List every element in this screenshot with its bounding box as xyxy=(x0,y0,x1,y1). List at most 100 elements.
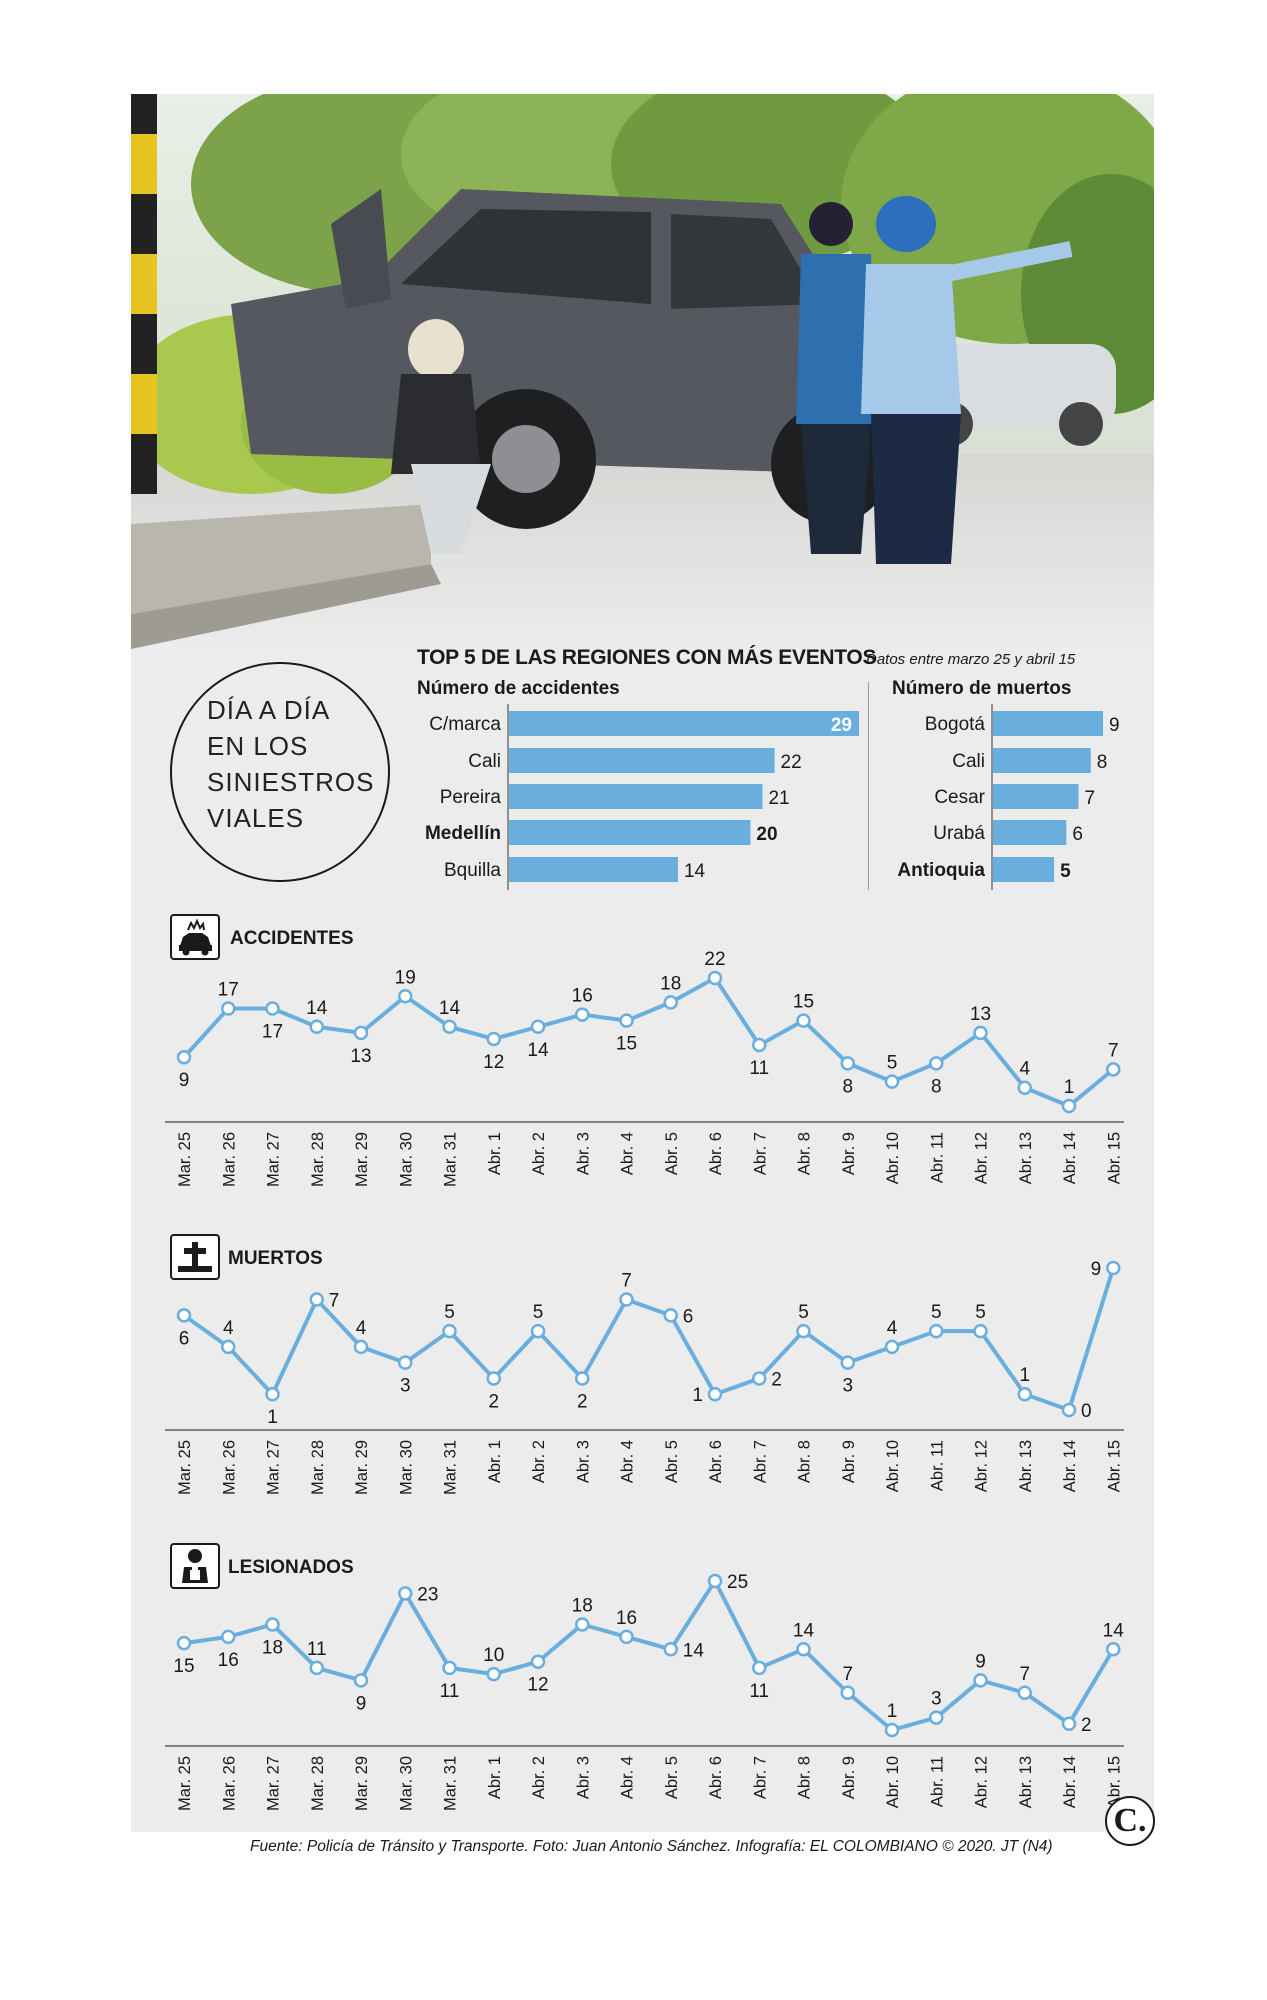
data-point xyxy=(1061,1716,1077,1732)
data-point xyxy=(486,1371,501,1386)
data-point xyxy=(530,1654,546,1669)
data-point xyxy=(398,1355,413,1370)
data-point xyxy=(796,1013,811,1028)
x-tick-label: Abr. 2 xyxy=(530,1132,548,1175)
data-label: 13 xyxy=(350,1046,371,1067)
circle-line-1: DÍA A DÍA xyxy=(207,695,331,725)
x-tick-label: Mar. 26 xyxy=(220,1440,238,1495)
deaths-bar-chart: Bogotá 9 Cali 8 Cesar 7 Urabá 6 Antioquia 5 xyxy=(897,704,1120,890)
bar-category-label: Bquilla xyxy=(444,860,501,881)
data-label: 15 xyxy=(616,1034,637,1055)
data-label: 12 xyxy=(483,1052,504,1073)
data-label: 5 xyxy=(444,1302,455,1323)
data-label: 14 xyxy=(683,1640,705,1661)
bar-category-label: Bogotá xyxy=(925,714,986,735)
data-point xyxy=(929,1056,944,1071)
circle-line-2: EN LOS xyxy=(207,731,309,761)
data-point xyxy=(1106,1260,1121,1276)
bar-value-label: 21 xyxy=(768,788,789,809)
accidents-bar-chart: C/marca 29 Cali 22 Pereira 21 Medellín 20 Bquill… xyxy=(425,704,859,890)
data-label: 10 xyxy=(483,1645,504,1666)
x-tick-label: Abr. 15 xyxy=(1105,1440,1123,1492)
x-tick-label: Abr. 9 xyxy=(840,1756,858,1799)
x-tick-label: Abr. 3 xyxy=(574,1132,592,1175)
data-label: 9 xyxy=(1091,1259,1102,1280)
x-tick-label: Abr. 14 xyxy=(1061,1756,1079,1808)
x-tick-label: Abr. 5 xyxy=(663,1756,681,1799)
data-label: 14 xyxy=(527,1040,549,1061)
x-tick-label: Abr. 10 xyxy=(884,1440,902,1492)
data-label: 5 xyxy=(533,1302,544,1323)
data-point xyxy=(398,1586,413,1601)
x-tick-label: Abr. 8 xyxy=(796,1132,814,1175)
x-tick-label: Abr. 10 xyxy=(884,1132,902,1184)
data-label: 8 xyxy=(842,1076,853,1097)
data-label: 18 xyxy=(660,973,681,994)
data-point xyxy=(530,1019,546,1035)
data-label: 22 xyxy=(704,949,725,970)
x-tick-label: Abr. 13 xyxy=(1017,1756,1035,1808)
x-tick-label: Abr. 11 xyxy=(928,1132,946,1183)
data-point xyxy=(176,1308,192,1323)
deaths-section-title: MUERTOS xyxy=(228,1248,323,1269)
bar xyxy=(509,820,751,845)
data-label: 6 xyxy=(683,1306,694,1327)
data-label: 17 xyxy=(262,1021,283,1042)
x-tick-label: Abr. 13 xyxy=(1017,1440,1035,1492)
data-point xyxy=(442,1323,457,1339)
bar xyxy=(509,784,763,809)
x-tick-label: Abr. 9 xyxy=(840,1132,858,1175)
data-point xyxy=(973,1673,988,1688)
data-label: 2 xyxy=(488,1391,499,1412)
bar-category-label: Urabá xyxy=(933,823,985,844)
data-label: 9 xyxy=(975,1651,986,1672)
x-tick-label: Mar. 31 xyxy=(442,1756,460,1811)
bar-value-label: 6 xyxy=(1072,824,1083,845)
x-tick-label: Mar. 28 xyxy=(309,1756,327,1811)
data-point xyxy=(265,1617,280,1632)
data-point xyxy=(752,1037,767,1053)
bar xyxy=(993,711,1103,736)
data-point xyxy=(309,1292,324,1307)
data-label: 7 xyxy=(621,1271,632,1292)
x-tick-label: Abr. 7 xyxy=(751,1132,769,1175)
data-point xyxy=(265,1386,280,1402)
data-point xyxy=(176,1635,192,1651)
x-tick-label: Abr. 4 xyxy=(619,1440,637,1483)
data-label: 11 xyxy=(440,1681,460,1702)
data-label: 3 xyxy=(400,1376,411,1397)
data-point xyxy=(973,1323,988,1339)
data-label: 1 xyxy=(267,1407,278,1428)
data-point xyxy=(1017,1685,1032,1700)
bar xyxy=(993,748,1091,773)
data-label: 11 xyxy=(749,1681,769,1702)
x-tick-label: Abr. 6 xyxy=(707,1756,725,1799)
bar xyxy=(509,711,859,736)
data-point xyxy=(752,1371,767,1386)
x-tick-label: Abr. 6 xyxy=(707,1440,725,1483)
data-label: 1 xyxy=(692,1385,703,1406)
bar-category-label: C/marca xyxy=(429,714,501,735)
x-tick-label: Abr. 6 xyxy=(707,1132,725,1175)
data-label: 0 xyxy=(1081,1401,1092,1422)
data-label: 5 xyxy=(975,1302,986,1323)
data-point xyxy=(707,970,723,986)
bar-category-label: Cesar xyxy=(934,787,985,808)
data-label: 9 xyxy=(179,1070,190,1091)
x-tick-label: Abr. 12 xyxy=(973,1440,991,1492)
data-point xyxy=(309,1660,324,1676)
x-tick-label: Abr. 5 xyxy=(663,1132,681,1175)
x-tick-label: Abr. 15 xyxy=(1105,1132,1123,1184)
data-point xyxy=(929,1323,944,1339)
data-label: 23 xyxy=(417,1584,438,1605)
data-label: 9 xyxy=(356,1693,367,1714)
data-point xyxy=(840,1056,855,1071)
data-label: 2 xyxy=(577,1391,588,1412)
grave-cross-icon xyxy=(170,1234,220,1280)
data-point xyxy=(796,1323,811,1339)
data-point xyxy=(1061,1098,1077,1114)
injured-person-icon xyxy=(170,1543,220,1589)
bar xyxy=(509,857,678,882)
data-label: 2 xyxy=(771,1369,782,1390)
data-point xyxy=(663,1308,678,1323)
